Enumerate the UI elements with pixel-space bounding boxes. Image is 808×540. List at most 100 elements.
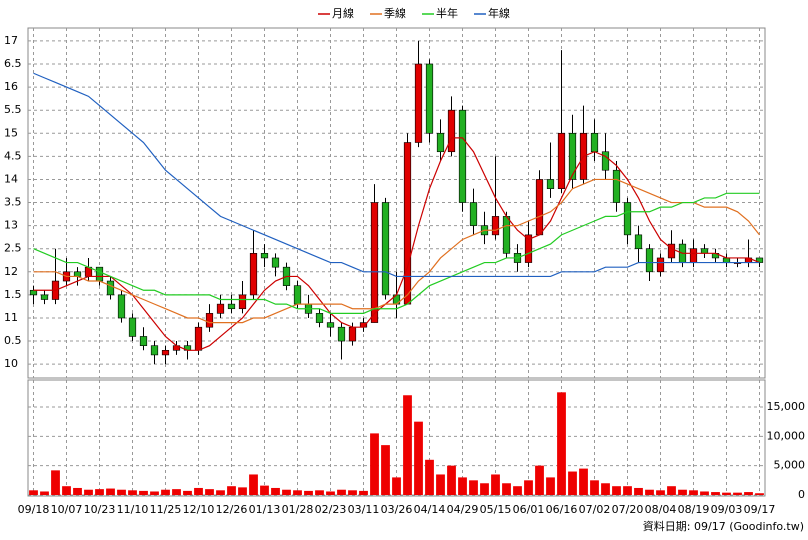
candle-body bbox=[414, 63, 423, 143]
volume-bar bbox=[381, 445, 390, 495]
candle-body bbox=[216, 303, 225, 314]
y-tick-label: 0.5 bbox=[4, 334, 22, 347]
candle-body bbox=[546, 179, 555, 189]
volume-bar bbox=[480, 483, 489, 495]
candle-body bbox=[40, 294, 49, 300]
volume-bar bbox=[557, 392, 566, 495]
candle-body bbox=[117, 294, 126, 319]
candle-body bbox=[315, 313, 324, 323]
candle-body bbox=[73, 271, 82, 277]
candle-body bbox=[689, 248, 698, 263]
volume-bar bbox=[172, 489, 181, 495]
volume-bar bbox=[117, 489, 126, 495]
x-tick-label: 12/26 bbox=[216, 503, 248, 516]
y-tick-label: 15 bbox=[4, 126, 18, 139]
y-tick-label: 16 bbox=[4, 80, 18, 93]
volume-bar bbox=[689, 490, 698, 495]
ma-line bbox=[33, 192, 760, 314]
volume-bar bbox=[590, 480, 599, 495]
volume-bar bbox=[623, 486, 632, 495]
candle-body bbox=[612, 169, 621, 203]
candle-body bbox=[139, 336, 148, 346]
y-tick-label: 17 bbox=[4, 34, 18, 47]
candle-body bbox=[634, 234, 643, 250]
legend-label: 年線 bbox=[488, 6, 510, 20]
volume-bar bbox=[447, 465, 456, 495]
volume-bar bbox=[612, 486, 621, 495]
volume-bar bbox=[634, 487, 643, 495]
volume-bar bbox=[711, 492, 720, 495]
volume-bar bbox=[568, 471, 577, 495]
x-tick-label: 12/10 bbox=[183, 503, 215, 516]
candle-body bbox=[161, 349, 170, 356]
volume-bar bbox=[304, 490, 313, 495]
candle-body bbox=[205, 313, 214, 328]
candle-body bbox=[381, 202, 390, 296]
candle-body bbox=[700, 248, 709, 254]
candle-body bbox=[667, 243, 676, 259]
candle-body bbox=[194, 326, 203, 351]
x-tick-label: 11/10 bbox=[117, 503, 149, 516]
candle-body bbox=[491, 216, 500, 236]
volume-bar bbox=[601, 483, 610, 495]
volume-bar bbox=[722, 492, 731, 495]
volume-bar bbox=[469, 480, 478, 495]
volume-bar bbox=[139, 490, 148, 495]
x-tick-label: 06/16 bbox=[546, 503, 578, 516]
volume-bar bbox=[733, 492, 742, 495]
volume-bar bbox=[62, 486, 71, 495]
volume-bar bbox=[161, 489, 170, 495]
volume-bar bbox=[502, 483, 511, 495]
volume-bar bbox=[29, 490, 38, 495]
volume-bar bbox=[227, 486, 236, 495]
candle-body bbox=[106, 280, 115, 296]
candle-body bbox=[656, 257, 665, 273]
y-tick-label: 1.5 bbox=[4, 288, 22, 301]
volume-bar bbox=[645, 489, 654, 495]
candle-body bbox=[249, 253, 258, 296]
x-tick-label: 04/14 bbox=[414, 503, 446, 516]
y-tick-label: 4.5 bbox=[4, 149, 22, 162]
x-tick-label: 11/25 bbox=[150, 503, 182, 516]
candle-body bbox=[524, 234, 533, 263]
volume-bar bbox=[249, 474, 258, 495]
y-tick-label: 2.5 bbox=[4, 242, 22, 255]
ma-line bbox=[33, 137, 760, 351]
candle-body bbox=[447, 109, 456, 153]
y-tick-label: 3.5 bbox=[4, 196, 22, 209]
candle-body bbox=[590, 132, 599, 153]
x-tick-label: 02/23 bbox=[315, 503, 347, 516]
x-tick-label: 10/23 bbox=[84, 503, 116, 516]
x-tick-label: 10/07 bbox=[51, 503, 83, 516]
y-tick-label: 11 bbox=[4, 311, 18, 324]
y2-tick-label: 0 bbox=[798, 488, 805, 501]
candle-body bbox=[260, 253, 269, 259]
candle-body bbox=[535, 179, 544, 236]
volume-bar bbox=[667, 486, 676, 495]
volume-bar bbox=[216, 490, 225, 495]
candle-body bbox=[469, 202, 478, 226]
candle-body bbox=[293, 285, 302, 305]
source: 資料日期: 09/17 (Goodinfo.tw) bbox=[643, 519, 804, 533]
volume-bar bbox=[425, 459, 434, 495]
x-tick-label: 08/04 bbox=[645, 503, 677, 516]
candle-body bbox=[502, 216, 511, 254]
volume-bar bbox=[106, 488, 115, 495]
volume-bar bbox=[524, 480, 533, 495]
volume-bar bbox=[95, 489, 104, 495]
volume-bar bbox=[414, 421, 423, 495]
volume-bar bbox=[271, 487, 280, 495]
volume-bar bbox=[260, 485, 269, 495]
volume-bar bbox=[84, 489, 93, 495]
volume-bar bbox=[293, 490, 302, 495]
legend-label: 月線 bbox=[332, 6, 354, 20]
x-tick-label: 09/18 bbox=[18, 503, 50, 516]
candle-body bbox=[623, 202, 632, 236]
y2-tick-label: 10,000 bbox=[767, 429, 806, 442]
x-tick-label: 07/02 bbox=[579, 503, 611, 516]
volume-bar bbox=[535, 465, 544, 495]
y2-tick-label: 5,000 bbox=[774, 459, 806, 472]
volume-bar bbox=[579, 468, 588, 495]
x-tick-label: 08/19 bbox=[678, 503, 710, 516]
